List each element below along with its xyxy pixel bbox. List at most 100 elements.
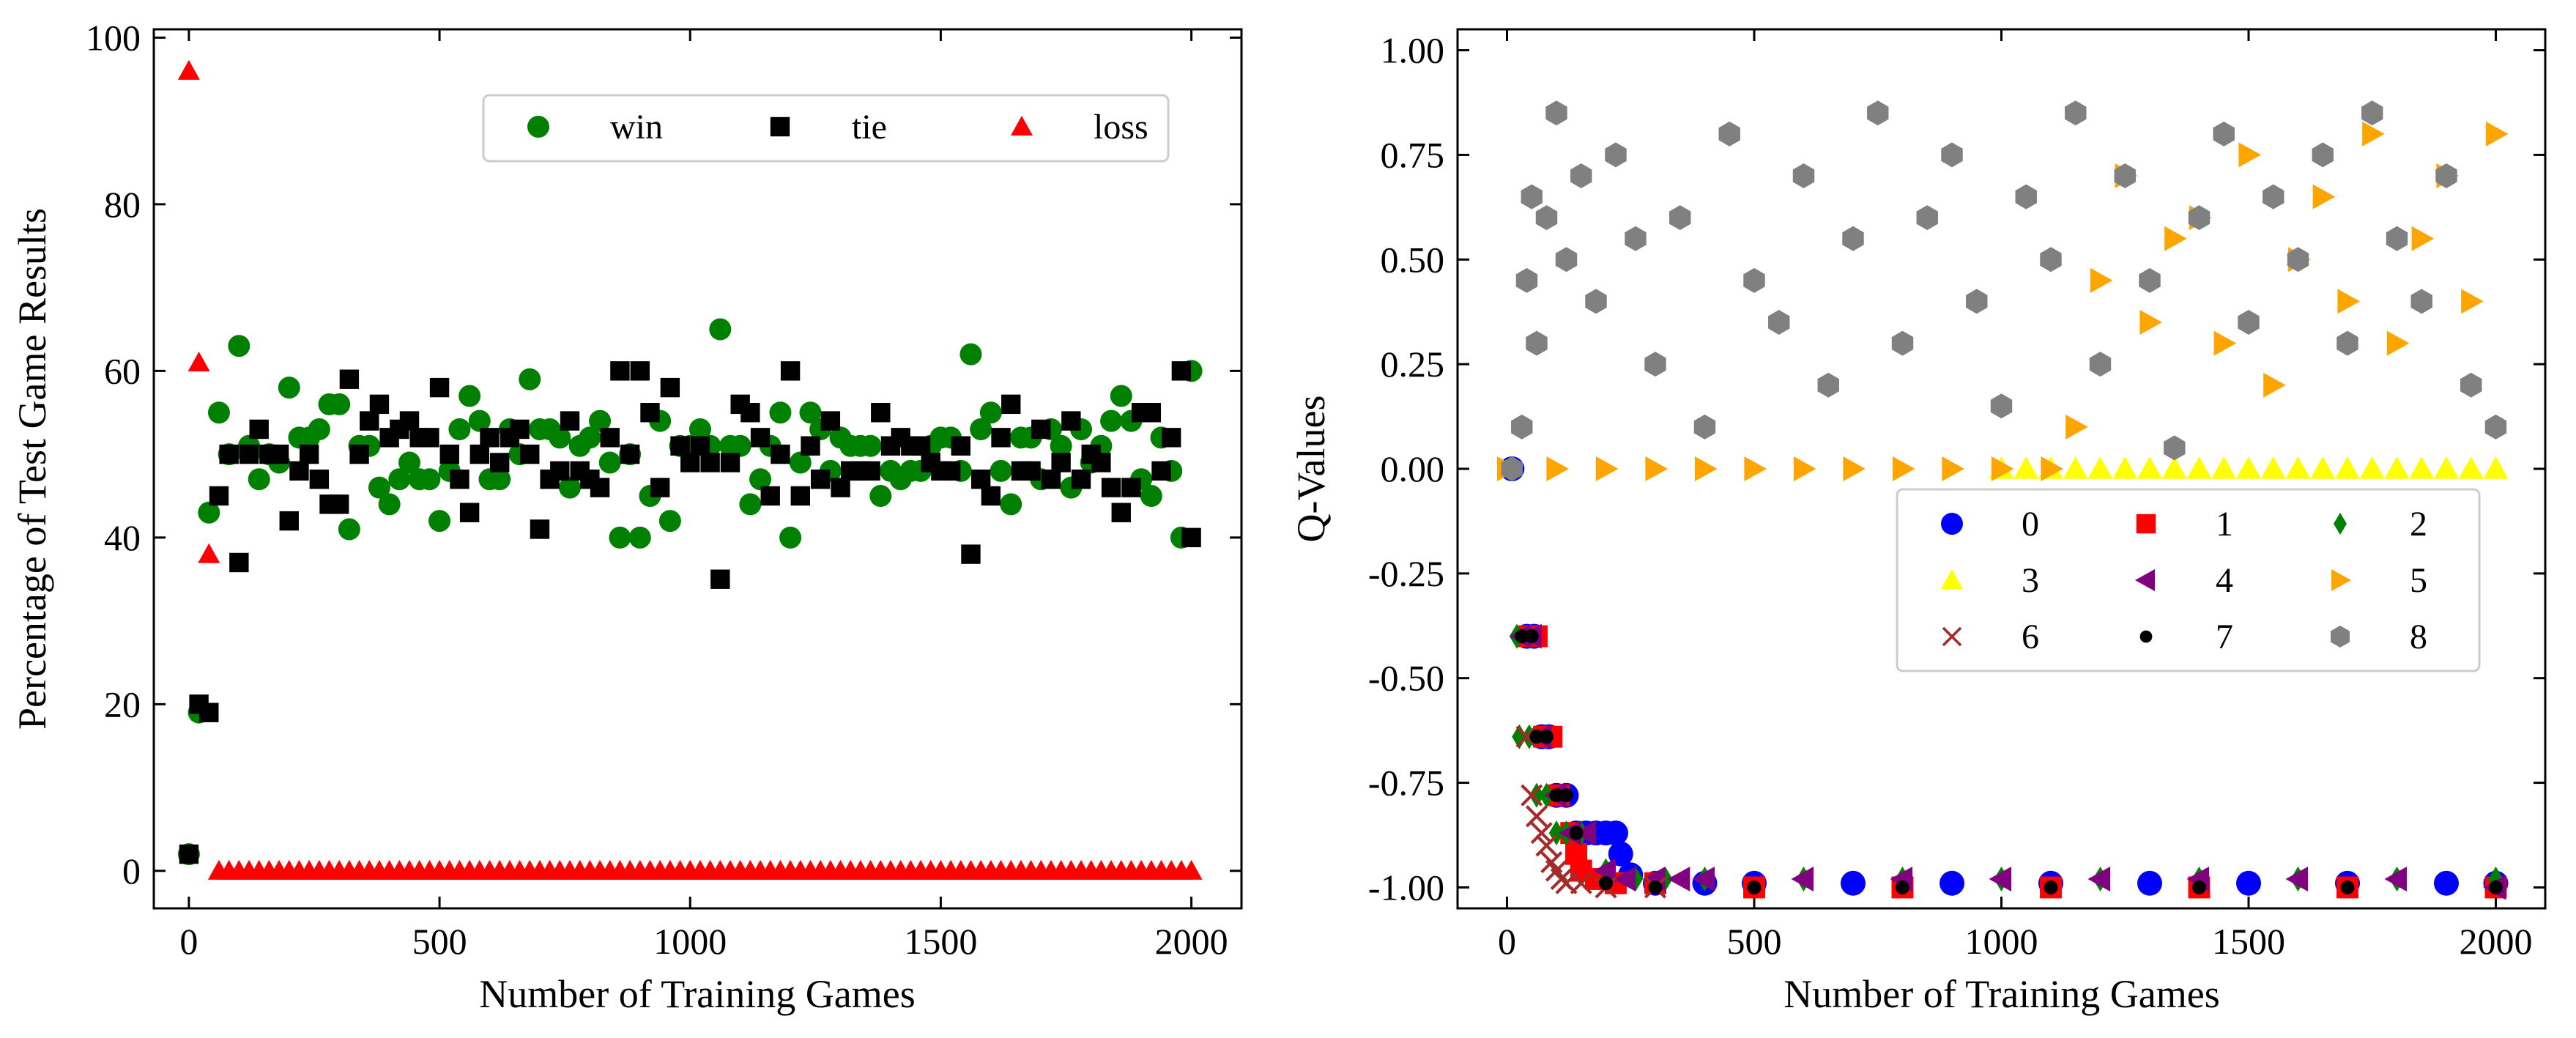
data-point xyxy=(2461,289,2484,314)
data-point xyxy=(1061,411,1081,431)
legend-marker-6 xyxy=(1942,626,1962,647)
y-tick-label: 20 xyxy=(104,683,141,724)
data-point xyxy=(420,428,439,448)
data-point xyxy=(1644,352,1666,377)
data-point xyxy=(1140,484,1162,507)
series-6 xyxy=(1515,725,1667,899)
data-point xyxy=(981,486,1001,506)
data-point xyxy=(869,484,892,507)
data-point xyxy=(459,503,480,522)
data-point xyxy=(2287,247,2309,273)
series-7 xyxy=(1515,629,2503,894)
legend-marker-0 xyxy=(1941,513,1963,535)
data-point xyxy=(1570,163,1592,188)
data-point xyxy=(720,453,740,472)
data-point xyxy=(709,318,732,341)
data-point xyxy=(2409,456,2435,479)
legend-marker-3 xyxy=(1941,569,1963,589)
data-point xyxy=(589,409,612,432)
data-point xyxy=(1585,289,1607,314)
data-point xyxy=(1101,478,1121,497)
data-point xyxy=(2186,456,2212,479)
data-point xyxy=(2458,456,2484,479)
data-point xyxy=(750,428,771,448)
data-point xyxy=(418,468,441,491)
legend-label: 8 xyxy=(2410,618,2427,656)
win-tie-loss-chart: 0 500 1000 1500 2000 0 20 40 60 80 100 Number of T… xyxy=(10,17,1243,1016)
data-point xyxy=(1021,461,1041,481)
data-point xyxy=(279,511,299,531)
data-point xyxy=(1521,784,1543,807)
legend-frame xyxy=(1896,488,2481,672)
data-point xyxy=(1555,247,1578,273)
data-point xyxy=(450,470,469,489)
data-point xyxy=(1603,820,1628,846)
legend: 0 1 2 3 4 5 6 7 8 xyxy=(1896,488,2481,672)
data-point xyxy=(910,436,931,456)
data-point xyxy=(859,434,882,457)
data-point xyxy=(2213,330,2237,356)
data-point xyxy=(1051,453,1071,472)
y-tick-label: 1.00 xyxy=(1381,30,1445,71)
data-point xyxy=(1161,428,1181,448)
data-point xyxy=(688,418,711,440)
data-point xyxy=(188,351,210,371)
y-axis-label: Percentage of Test Game Results xyxy=(10,208,54,730)
data-point xyxy=(248,468,270,491)
data-point xyxy=(2164,435,2186,461)
data-point xyxy=(810,470,831,489)
data-point xyxy=(700,453,720,472)
data-point xyxy=(1525,805,1548,828)
data-point xyxy=(480,428,500,448)
data-point xyxy=(1041,470,1061,489)
data-point xyxy=(2384,867,2408,891)
data-point xyxy=(1549,788,1564,803)
data-point xyxy=(658,510,681,533)
legend-frame xyxy=(482,94,1170,163)
data-point xyxy=(1793,456,1816,481)
data-point xyxy=(2335,456,2360,479)
data-point xyxy=(1667,867,1690,891)
data-point xyxy=(1605,142,1627,168)
data-point xyxy=(1001,394,1021,415)
data-point xyxy=(1121,478,1141,497)
data-point xyxy=(1071,470,1091,489)
data-point xyxy=(2139,310,2162,335)
y-tick-label: 0.50 xyxy=(1381,239,1445,280)
legend-label: tie xyxy=(852,108,887,147)
data-point xyxy=(1569,826,1584,840)
data-point xyxy=(1692,867,1715,891)
data-point xyxy=(1892,456,1915,481)
data-point xyxy=(198,501,220,524)
data-point xyxy=(2263,372,2286,398)
data-point xyxy=(1595,456,1619,481)
legend-label: win xyxy=(610,108,663,147)
data-point xyxy=(2139,267,2161,293)
data-point xyxy=(520,444,540,464)
x-tick-label: 2000 xyxy=(1155,921,1228,962)
data-point xyxy=(2040,247,2062,273)
data-point xyxy=(228,335,250,357)
data-point xyxy=(1100,409,1123,432)
data-point xyxy=(1990,393,2013,419)
data-point xyxy=(871,403,891,423)
y-tick-label: -0.75 xyxy=(1368,763,1444,804)
data-point xyxy=(2161,456,2187,479)
data-point xyxy=(2362,121,2385,147)
data-point xyxy=(979,401,1002,424)
data-point xyxy=(2236,456,2261,479)
data-point xyxy=(448,418,471,440)
data-point xyxy=(2090,267,2113,293)
data-point xyxy=(2164,226,2187,251)
data-point xyxy=(970,470,991,489)
data-point xyxy=(2015,184,2037,210)
data-point xyxy=(628,526,651,549)
x-tick-label: 1500 xyxy=(904,921,977,962)
data-point xyxy=(790,486,810,506)
data-point xyxy=(519,368,541,390)
data-point xyxy=(2485,121,2509,147)
data-point xyxy=(600,428,620,448)
data-point xyxy=(1991,456,2014,481)
legend-label: 6 xyxy=(2022,618,2039,656)
